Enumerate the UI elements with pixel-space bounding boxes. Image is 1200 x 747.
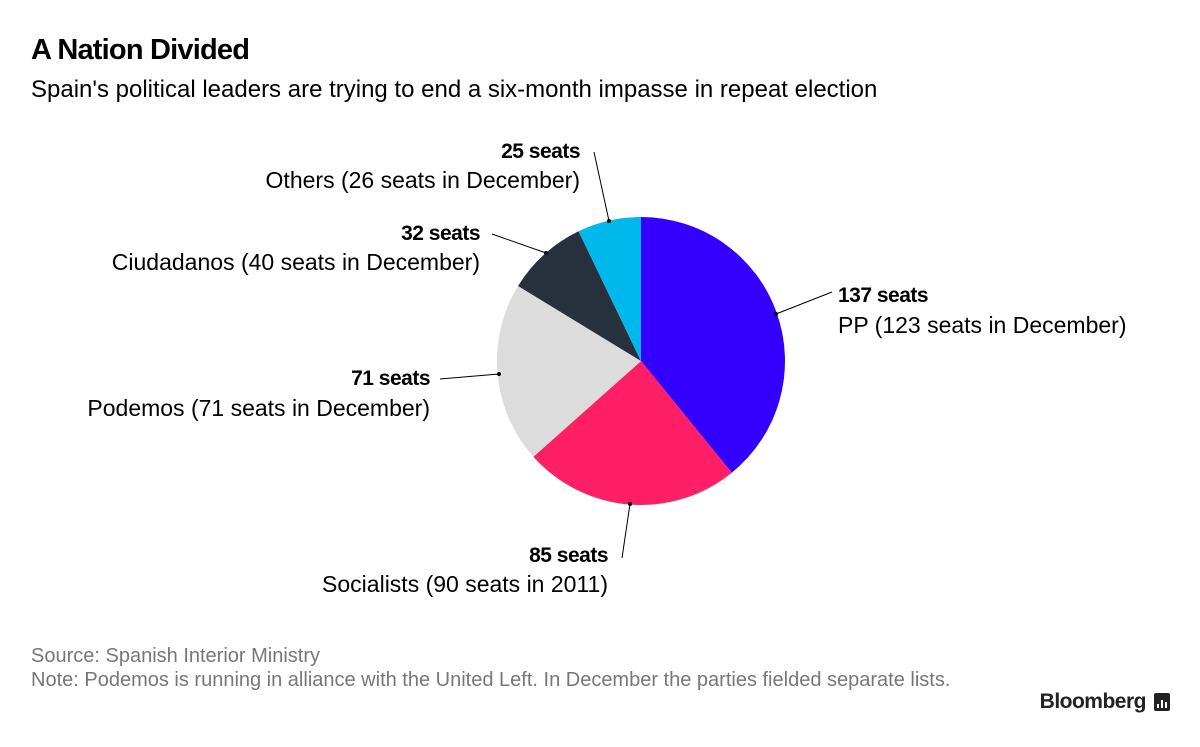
- leader-dot-ciudadanos: [544, 251, 548, 255]
- leader-dot-podemos: [497, 372, 501, 376]
- chart-title: A Nation Divided: [31, 34, 250, 66]
- leader-line-others: [593, 151, 610, 222]
- brand-name: Bloomberg: [1039, 690, 1147, 713]
- pie-slice-podemos: [497, 286, 641, 457]
- leader-line-podemos: [439, 373, 500, 380]
- pie-slice-socialists: [533, 361, 732, 505]
- slice-description-label-socialists: Socialists (90 seats in 2011): [322, 571, 608, 597]
- leader-dot-socialists: [628, 502, 632, 506]
- slice-description-label-ciudadanos: Ciudadanos (40 seats in December): [112, 249, 480, 275]
- pie-slice-pp: [641, 217, 785, 473]
- leader-dot-others: [607, 219, 611, 223]
- slice-value-label-others: 25 seats: [501, 140, 580, 163]
- leader-line-ciudadanos: [491, 233, 547, 254]
- slice-description-label-podemos: Podemos (71 seats in December): [87, 395, 430, 421]
- slice-description-label-pp: PP (123 seats in December): [838, 312, 1127, 338]
- footer: Source: Spanish Interior Ministry Note: …: [31, 644, 991, 692]
- explanatory-note: Note: Podemos is running in alliance wit…: [31, 669, 951, 691]
- slice-value-label-socialists: 85 seats: [529, 544, 608, 567]
- pie-slice-others: [578, 217, 641, 361]
- pie-slice-ciudadanos: [518, 231, 641, 361]
- brand-logo: Bloomberg: [1040, 690, 1170, 714]
- slice-value-label-podemos: 71 seats: [351, 367, 430, 390]
- chart-subtitle: Spain's political leaders are trying to …: [31, 76, 878, 103]
- slice-value-label-pp: 137 seats: [838, 284, 928, 307]
- bloomberg-chart-icon: [1154, 693, 1170, 711]
- leader-line-socialists: [621, 503, 631, 559]
- leader-dot-pp: [774, 312, 778, 316]
- slice-description-label-others: Others (26 seats in December): [266, 167, 580, 193]
- leader-line-pp: [775, 291, 833, 315]
- slice-value-label-ciudadanos: 32 seats: [401, 222, 480, 245]
- source-note: Source: Spanish Interior Ministry: [31, 645, 321, 667]
